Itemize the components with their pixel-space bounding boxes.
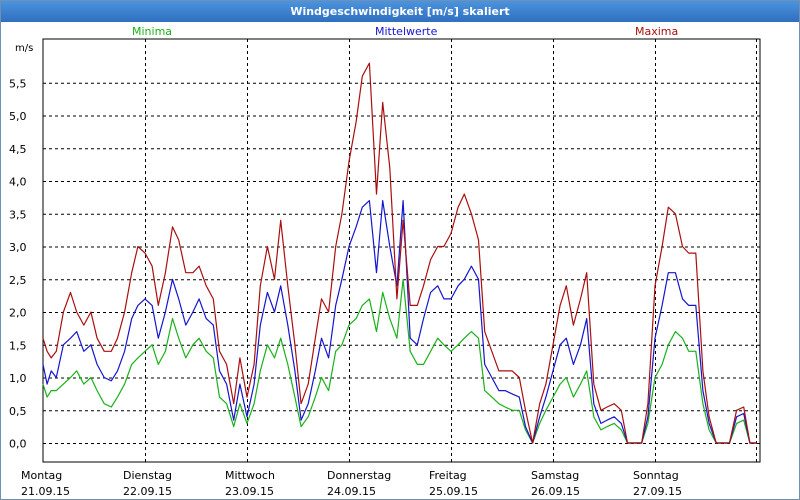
x-tick-day-label: Dienstag: [123, 469, 172, 482]
x-tick-day-label: Sonntag: [633, 469, 679, 482]
window-title: Windgeschwindigkeit [m/s] skaliert: [1, 1, 799, 22]
y-tick-label: 3,0: [9, 241, 27, 254]
x-tick-date-label: 22.09.15: [123, 485, 172, 498]
x-tick-day-label: Freitag: [429, 469, 467, 482]
x-tick-date-label: 25.09.15: [429, 485, 478, 498]
y-tick-label: 5,5: [9, 77, 27, 90]
y-tick-label: 0,5: [9, 405, 27, 418]
y-tick-label: 5,0: [9, 110, 27, 123]
y-tick-label: 0,0: [9, 438, 27, 451]
y-tick-label: 1,5: [9, 339, 27, 352]
y-tick-label: 2,0: [9, 307, 27, 320]
plot-frame: [42, 38, 761, 463]
x-tick-date-label: 27.09.15: [633, 485, 682, 498]
x-tick-day-label: Donnerstag: [327, 469, 391, 482]
series-maxima-line: [42, 62, 757, 444]
x-tick-day-label: Mittwoch: [225, 469, 275, 482]
y-tick-label: 4,5: [9, 143, 27, 156]
y-tick-label: 2,5: [9, 274, 27, 287]
x-tick-date-label: 23.09.15: [225, 485, 274, 498]
y-tick-label: 3,5: [9, 208, 27, 221]
y-axis-label: m/s: [15, 43, 33, 54]
x-tick-date-label: 26.09.15: [531, 485, 580, 498]
y-tick-label: 4,0: [9, 176, 27, 189]
line-chart: 0,0 0,5 1,0 1,5 2,0 2,5 3,0 3,5 4,0 4,5 5,0 5,5 m/s M…: [9, 38, 761, 498]
x-tick-date-label: 21.09.15: [21, 485, 70, 498]
x-tick-date-label: 24.09.15: [327, 485, 376, 498]
x-tick-day-label: Samstag: [531, 469, 579, 482]
legend-maxima: Maxima: [635, 25, 679, 38]
x-tick-day-label: Montag: [21, 469, 62, 482]
y-tick-label: 1,0: [9, 372, 27, 385]
legend-minima: Minima: [132, 25, 173, 38]
legend-mittelwerte: Mittelwerte: [375, 25, 438, 38]
